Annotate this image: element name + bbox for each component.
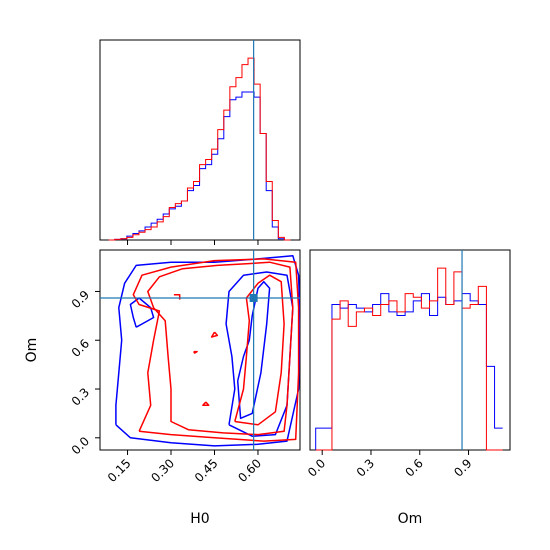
contour-blue-1 (129, 297, 155, 328)
h0-histogram-frame (99, 39, 301, 241)
om-histogram-frame (309, 249, 511, 451)
h0-histogram-red (108, 57, 291, 241)
contour-blue-3 (236, 280, 271, 420)
om-histogram-red (315, 267, 503, 451)
contour-blue-0 (115, 254, 300, 447)
contour-ytick-label: 0.0 (69, 434, 92, 457)
om-histogram-panel: 0.0 0.3 0.6 0.9 (305, 249, 511, 480)
contour-ytick-label: 0.9 (69, 288, 92, 311)
om-histogram-blue (315, 293, 503, 450)
contour-ytick-label: 0.3 (69, 385, 92, 408)
om-histogram-xtick-label: 0.9 (451, 456, 474, 479)
contour-xtick-label: 0.60 (235, 456, 264, 485)
contour-blue-2 (225, 271, 294, 437)
contour-xtick-label: 0.15 (105, 456, 134, 485)
contour-frame (99, 249, 301, 451)
contour-red-6 (173, 293, 181, 300)
contour-ytick-label: 0.6 (69, 336, 92, 359)
x-axis-label-om: Om (398, 511, 423, 527)
h0-histogram-panel (99, 39, 301, 245)
contour-red-2 (234, 274, 285, 426)
contour-red-4 (202, 401, 210, 407)
truth-marker (249, 293, 258, 302)
contour-red-0 (132, 258, 300, 442)
contour-red-5 (193, 350, 198, 354)
contour-red-3 (210, 331, 219, 338)
om-histogram-xtick-label: 0.6 (402, 456, 425, 479)
contour-xtick-label: 0.45 (192, 456, 221, 485)
y-axis-label-om: Om (24, 338, 40, 363)
contour-xtick-label: 0.30 (148, 456, 177, 485)
h0-om-contour-panel: 0.15 0.30 0.45 0.60 0.0 0.3 0.6 0.9 (69, 249, 301, 485)
om-histogram-xtick-label: 0.3 (354, 456, 377, 479)
contour-red-1 (147, 261, 294, 436)
x-axis-label-h0: H0 (190, 511, 209, 527)
om-histogram-xtick-label: 0.0 (305, 456, 328, 479)
